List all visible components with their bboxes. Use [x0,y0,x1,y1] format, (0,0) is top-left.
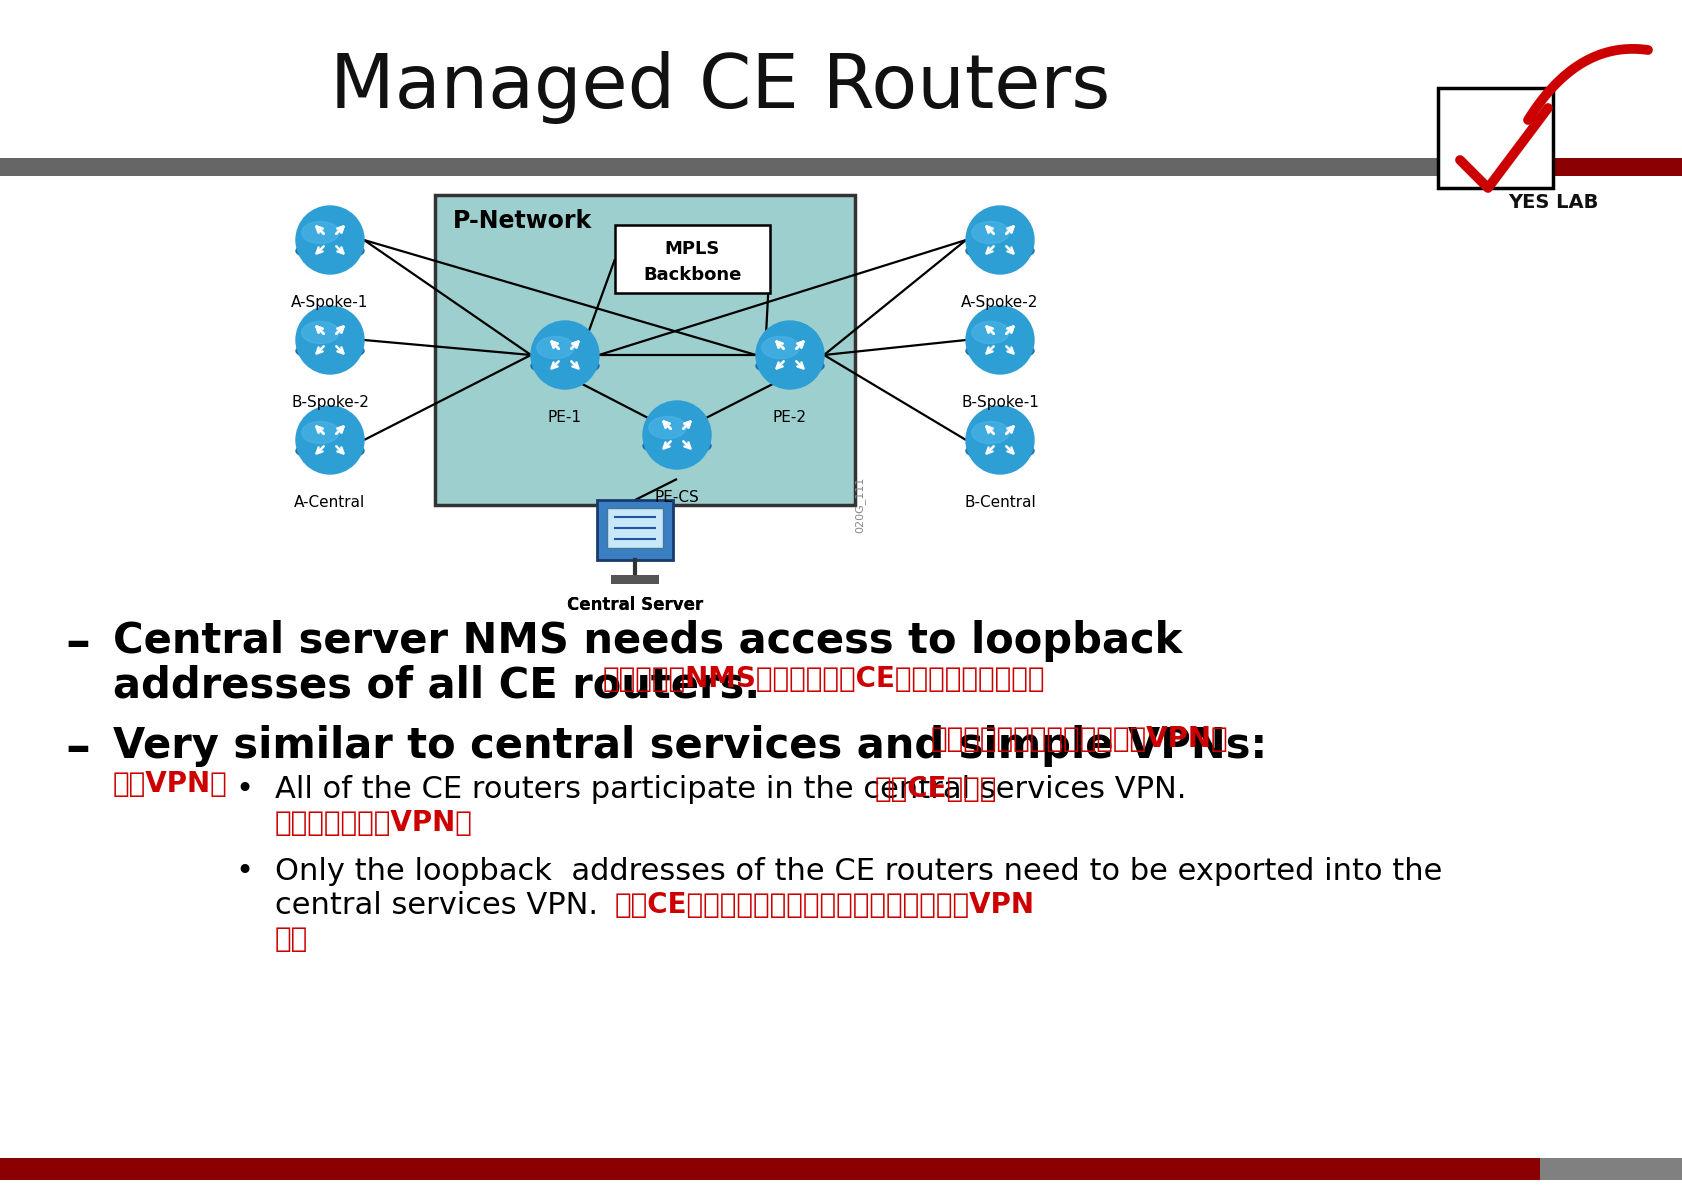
Text: 单的VPN：: 单的VPN： [113,770,227,798]
Text: YES LAB: YES LAB [1507,193,1598,212]
Text: Central server NMS needs access to loopback: Central server NMS needs access to loopb… [113,620,1181,662]
Text: –: – [66,725,89,774]
Bar [607,508,663,549]
Text: All of the CE routers participate in the central services VPN.: All of the CE routers participate in the… [274,775,1186,804]
Ellipse shape [965,441,1033,461]
Ellipse shape [755,357,824,375]
Text: 中央服务器NMS需要访问所有CE路由器的环回地址。: 中央服务器NMS需要访问所有CE路由器的环回地址。 [602,665,1045,693]
Ellipse shape [532,357,599,375]
Bar [0,1158,1539,1180]
Bar [614,225,770,293]
Text: •: • [235,857,252,887]
Text: MPLS: MPLS [664,240,720,258]
Ellipse shape [965,342,1033,361]
Ellipse shape [643,437,710,456]
Bar [1539,1158,1682,1180]
Circle shape [643,401,710,469]
Ellipse shape [762,337,799,358]
Text: P-Network: P-Network [452,209,592,233]
Text: •: • [235,775,252,804]
Circle shape [532,321,599,389]
Ellipse shape [296,242,363,261]
Text: 所有CE路由器: 所有CE路由器 [875,775,997,803]
Bar [1436,88,1552,188]
Circle shape [755,321,824,389]
Text: B-Spoke-1: B-Spoke-1 [960,395,1038,409]
Ellipse shape [301,421,340,444]
Text: Only the loopback  addresses of the CE routers need to be exported into the: Only the loopback addresses of the CE ro… [274,857,1441,887]
Circle shape [296,306,363,374]
Text: 都参与中心业务VPN。: 都参与中心业务VPN。 [274,809,473,837]
Text: 只有CE路由器的环回地址需要导出到中央业务VPN: 只有CE路由器的环回地址需要导出到中央业务VPN [614,891,1034,919]
Text: Managed CE Routers: Managed CE Routers [330,51,1110,125]
Ellipse shape [301,321,340,344]
Bar [597,500,673,560]
Text: Very similar to central services and simple VPNs:: Very similar to central services and sim… [113,725,1267,768]
Circle shape [965,206,1033,274]
Ellipse shape [301,221,340,244]
Text: 中。: 中。 [274,925,308,953]
Text: PE-CS: PE-CS [654,490,700,505]
Text: A-Spoke-2: A-Spoke-2 [960,295,1038,309]
Text: B-Central: B-Central [964,495,1034,509]
Circle shape [296,206,363,274]
Ellipse shape [648,416,686,439]
Ellipse shape [971,321,1009,344]
Text: central services VPN.: central services VPN. [274,891,597,920]
Bar [434,195,854,505]
Text: Central Server: Central Server [567,596,703,614]
Text: PE-1: PE-1 [548,409,582,425]
Text: PE-2: PE-2 [772,409,807,425]
Text: A-Spoke-1: A-Spoke-1 [291,295,368,309]
Circle shape [296,406,363,474]
Circle shape [965,306,1033,374]
Text: –: – [66,620,89,668]
Text: Central Server: Central Server [567,596,703,614]
Text: 非常类似于中央服务和简单的VPN：: 非常类似于中央服务和简单的VPN： [930,725,1228,753]
Text: A-Central: A-Central [294,495,365,509]
Circle shape [965,406,1033,474]
Bar [1539,158,1682,176]
Ellipse shape [971,221,1009,244]
Text: 020G_111: 020G_111 [854,477,865,533]
Text: addresses of all CE routers.: addresses of all CE routers. [113,665,760,707]
Ellipse shape [296,342,363,361]
Ellipse shape [537,337,574,358]
Bar [0,158,1539,176]
Ellipse shape [971,421,1009,444]
Bar [611,575,659,584]
Text: Backbone: Backbone [643,267,742,284]
Text: B-Spoke-2: B-Spoke-2 [291,395,368,409]
Ellipse shape [965,242,1033,261]
Ellipse shape [296,441,363,461]
